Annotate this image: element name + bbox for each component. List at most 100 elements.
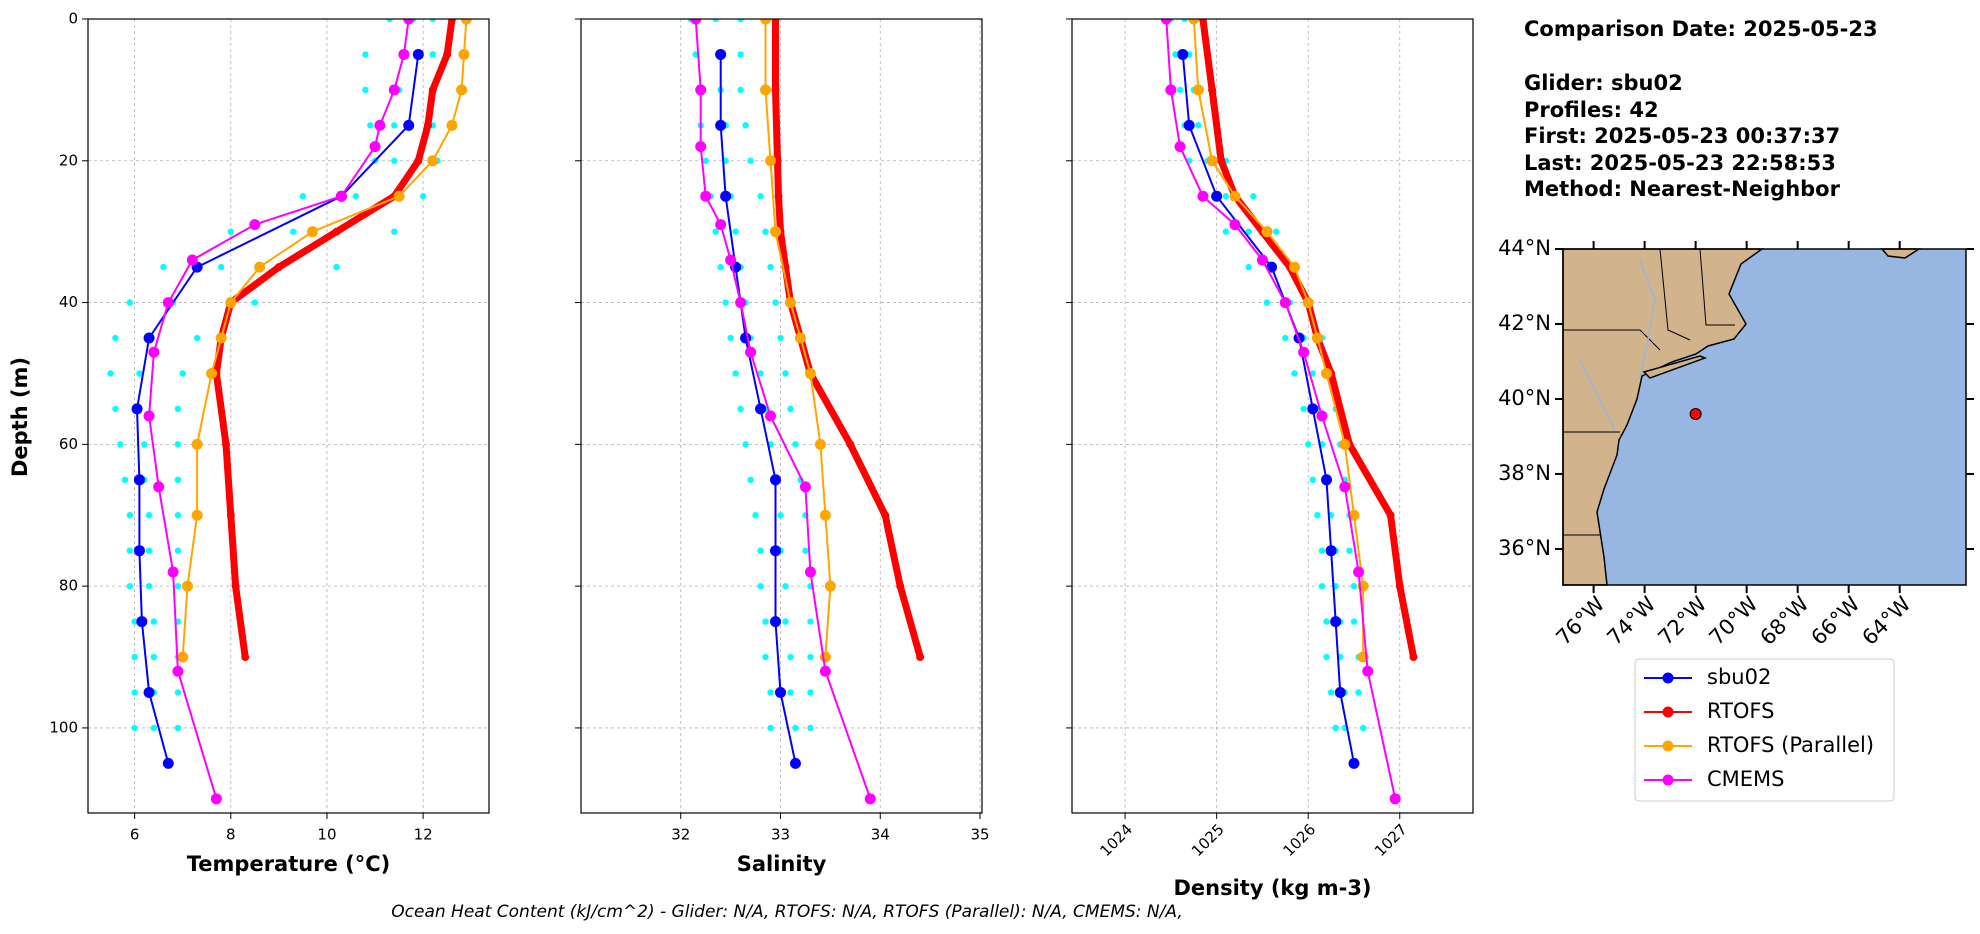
series-marker bbox=[427, 155, 439, 167]
profile-point bbox=[251, 299, 259, 306]
profile-point bbox=[112, 405, 119, 413]
series-marker bbox=[143, 686, 155, 698]
profile-point bbox=[802, 547, 809, 554]
info-line: Last: 2025-05-23 22:58:53 bbox=[1524, 151, 1836, 175]
profile-point bbox=[787, 405, 794, 413]
profile-point bbox=[1181, 19, 1188, 23]
series-marker bbox=[458, 48, 470, 60]
x-tick-label: 6 bbox=[130, 826, 140, 844]
series-marker bbox=[1330, 616, 1342, 628]
state-border bbox=[1699, 248, 1735, 326]
profile-point bbox=[227, 228, 235, 235]
series-marker bbox=[143, 332, 155, 344]
series-marker bbox=[1197, 190, 1209, 202]
profile-point bbox=[807, 653, 814, 661]
profile-point bbox=[1346, 547, 1353, 554]
series-marker bbox=[760, 84, 772, 96]
profile-point bbox=[712, 19, 719, 23]
profile-point bbox=[126, 512, 134, 519]
profile-point bbox=[757, 547, 764, 554]
series-marker bbox=[715, 48, 727, 60]
river bbox=[1639, 259, 1656, 379]
series-marker bbox=[846, 440, 855, 449]
series-marker bbox=[1409, 653, 1418, 662]
series-marker bbox=[1160, 19, 1172, 25]
profile-point bbox=[174, 441, 182, 448]
legend-label: RTOFS bbox=[1707, 699, 1774, 723]
legend bbox=[1634, 658, 1895, 802]
series-marker bbox=[460, 19, 472, 25]
profile-point bbox=[747, 476, 754, 484]
series-marker bbox=[824, 580, 836, 592]
profile-point bbox=[112, 334, 119, 342]
profile-point bbox=[717, 263, 724, 271]
profile-point bbox=[352, 193, 360, 200]
profile-point bbox=[429, 51, 436, 58]
profile-point bbox=[767, 263, 774, 271]
series-marker bbox=[182, 580, 194, 592]
profile-point bbox=[1323, 618, 1330, 625]
profile-point bbox=[290, 228, 297, 235]
series-marker bbox=[1302, 297, 1314, 309]
profile-point bbox=[1176, 86, 1184, 94]
profile-point bbox=[386, 19, 393, 23]
profile-point bbox=[217, 263, 225, 271]
profile-point bbox=[174, 405, 182, 413]
profile-point bbox=[732, 370, 739, 377]
series-marker bbox=[1298, 346, 1310, 358]
axes-frame bbox=[1071, 18, 1474, 814]
series-marker bbox=[254, 261, 266, 273]
series-marker bbox=[428, 85, 437, 94]
profile-point bbox=[742, 122, 749, 129]
series-marker bbox=[1183, 119, 1195, 131]
series-marker bbox=[1177, 48, 1189, 60]
plot-area bbox=[687, 19, 925, 805]
profile-point bbox=[782, 618, 789, 625]
profile-point bbox=[737, 51, 744, 58]
series-marker bbox=[225, 297, 237, 309]
profile-point bbox=[117, 441, 124, 448]
legend-label: CMEMS bbox=[1707, 767, 1785, 791]
state-border bbox=[1563, 329, 1661, 351]
series-marker bbox=[771, 85, 780, 94]
series-marker bbox=[374, 119, 386, 131]
series-marker bbox=[148, 346, 160, 358]
profile-point bbox=[131, 618, 138, 625]
profile-point bbox=[126, 299, 134, 306]
profile-point bbox=[747, 157, 754, 164]
series-marker bbox=[700, 190, 712, 202]
series-marker bbox=[1353, 566, 1365, 578]
profile-point bbox=[792, 441, 799, 448]
series-marker bbox=[1165, 84, 1177, 96]
series-marker bbox=[447, 19, 456, 23]
profile-point bbox=[1222, 193, 1230, 200]
axes-frame bbox=[87, 18, 490, 814]
profile-point bbox=[757, 193, 764, 200]
profile-point bbox=[1272, 228, 1280, 235]
series-marker bbox=[695, 84, 707, 96]
series-marker bbox=[177, 651, 189, 663]
profile-point bbox=[145, 512, 153, 519]
series-marker bbox=[804, 367, 816, 379]
series-marker bbox=[388, 84, 400, 96]
series-marker bbox=[775, 686, 787, 698]
profile-point bbox=[732, 228, 739, 235]
land bbox=[1562, 248, 1765, 586]
series-marker bbox=[745, 346, 757, 358]
long-island bbox=[1642, 355, 1708, 379]
series-marker bbox=[814, 438, 826, 450]
profile-point bbox=[782, 582, 789, 590]
series-marker bbox=[191, 509, 203, 521]
legend-label: RTOFS (Parallel) bbox=[1707, 733, 1874, 757]
series-marker bbox=[819, 509, 831, 521]
series-marker bbox=[1362, 665, 1374, 677]
x-tick-label: 10 bbox=[317, 826, 336, 844]
profile-point bbox=[737, 19, 744, 23]
profile-point bbox=[752, 512, 759, 519]
series-marker bbox=[167, 566, 179, 578]
profile-point bbox=[1327, 689, 1335, 696]
profile-point bbox=[333, 263, 340, 271]
lat-tick-label: 38°N bbox=[1498, 461, 1551, 485]
profile-point bbox=[429, 19, 436, 23]
